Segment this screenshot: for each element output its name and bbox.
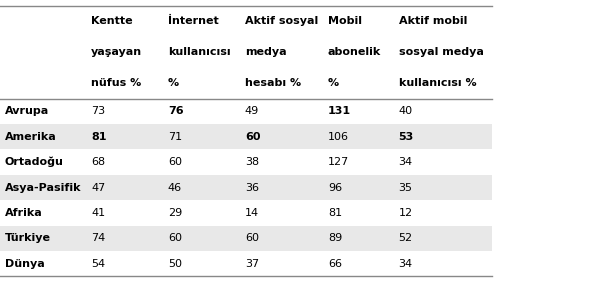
Text: sosyal medya: sosyal medya (399, 47, 483, 57)
Bar (0, 226, 492, 251)
Text: Ortadoğu: Ortadoğu (5, 157, 64, 168)
Text: medya: medya (245, 47, 287, 57)
Bar (0, 175, 492, 200)
Text: 96: 96 (328, 182, 342, 193)
Text: 40: 40 (399, 106, 413, 116)
Text: 49: 49 (245, 106, 259, 116)
Text: 53: 53 (399, 132, 414, 142)
Bar (0, 149, 492, 175)
Text: Türkiye: Türkiye (5, 233, 51, 243)
Text: 66: 66 (328, 259, 342, 269)
Text: 60: 60 (168, 157, 182, 167)
Text: 73: 73 (91, 106, 105, 116)
Text: Mobil: Mobil (328, 16, 362, 26)
Text: 71: 71 (168, 132, 182, 142)
Bar (0, 200, 492, 226)
Text: 81: 81 (328, 208, 342, 218)
Text: kullanıcısı: kullanıcısı (168, 47, 231, 57)
Text: %: % (328, 78, 339, 88)
Bar (0, 251, 492, 276)
Text: 81: 81 (91, 132, 106, 142)
Text: İnternet: İnternet (168, 16, 219, 26)
Text: 60: 60 (168, 233, 182, 243)
Text: abonelik: abonelik (328, 47, 381, 57)
Text: 68: 68 (91, 157, 105, 167)
Text: 38: 38 (245, 157, 259, 167)
Text: Dünya: Dünya (5, 259, 45, 269)
Bar (0, 124, 492, 149)
Text: 60: 60 (245, 233, 259, 243)
Text: 47: 47 (91, 182, 105, 193)
Text: 89: 89 (328, 233, 342, 243)
Text: 54: 54 (91, 259, 105, 269)
Text: Kentte: Kentte (91, 16, 133, 26)
Text: 74: 74 (91, 233, 105, 243)
Text: Amerika: Amerika (5, 132, 57, 142)
Text: 34: 34 (399, 259, 413, 269)
Text: Avrupa: Avrupa (5, 106, 49, 116)
Text: %: % (168, 78, 179, 88)
Text: kullanıcısı %: kullanıcısı % (399, 78, 476, 88)
Text: 41: 41 (91, 208, 105, 218)
Text: nüfus %: nüfus % (91, 78, 141, 88)
Text: 46: 46 (168, 182, 182, 193)
Bar (0, 99, 492, 124)
Text: 12: 12 (399, 208, 413, 218)
Text: 14: 14 (245, 208, 259, 218)
Text: 34: 34 (399, 157, 413, 167)
Text: 52: 52 (399, 233, 413, 243)
Text: Afrika: Afrika (5, 208, 42, 218)
Text: 60: 60 (245, 132, 260, 142)
Text: 131: 131 (328, 106, 351, 116)
Text: 50: 50 (168, 259, 182, 269)
Text: 37: 37 (245, 259, 259, 269)
Text: yaşayan: yaşayan (91, 47, 142, 57)
Text: 106: 106 (328, 132, 349, 142)
Text: 76: 76 (168, 106, 183, 116)
Text: 36: 36 (245, 182, 259, 193)
Text: 35: 35 (399, 182, 413, 193)
Text: 127: 127 (328, 157, 349, 167)
Text: Aktif sosyal: Aktif sosyal (245, 16, 318, 26)
Text: Asya-Pasifik: Asya-Pasifik (5, 182, 81, 193)
Text: Aktif mobil: Aktif mobil (399, 16, 467, 26)
Text: hesabı %: hesabı % (245, 78, 301, 88)
Text: 29: 29 (168, 208, 182, 218)
